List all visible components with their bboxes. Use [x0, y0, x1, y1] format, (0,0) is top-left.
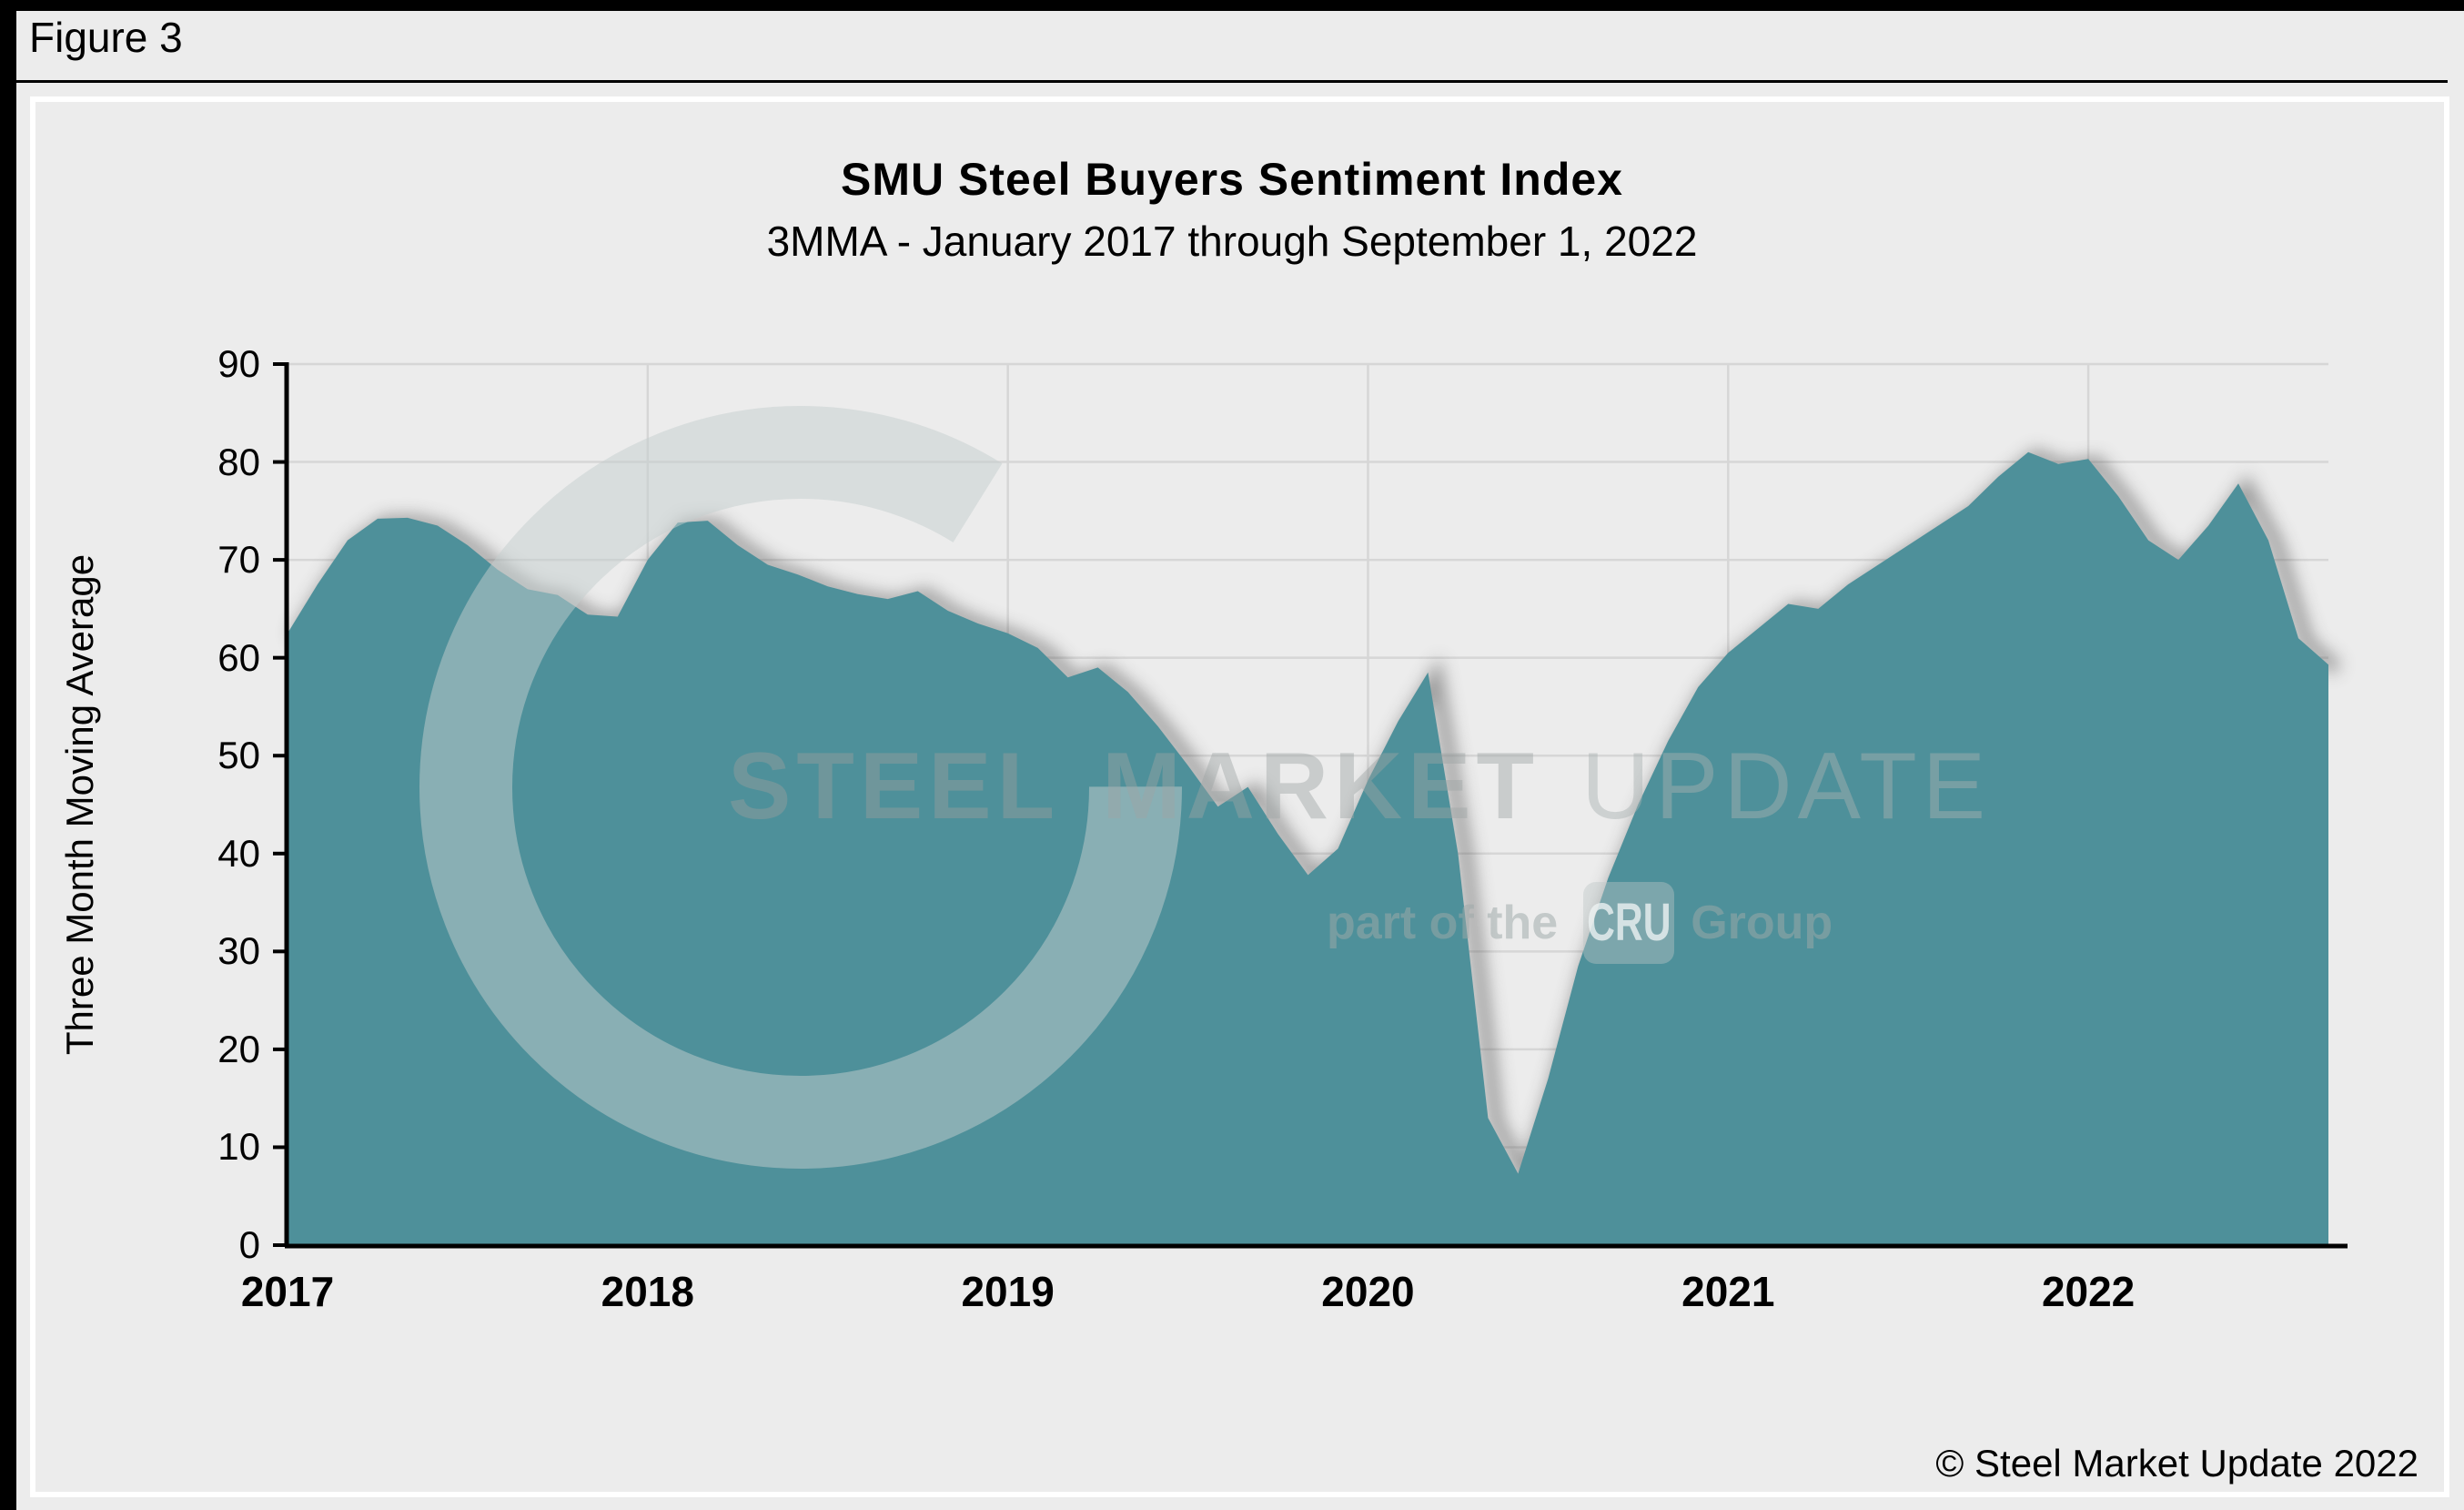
- chart-frame: [30, 96, 2449, 1497]
- y-tick-label-10: 10: [217, 1125, 260, 1169]
- y-tick-label-80: 80: [217, 440, 260, 483]
- chart-subtitle: 3MMA - January 2017 through September 1,…: [766, 218, 1698, 265]
- chart-title: SMU Steel Buyers Sentiment Index: [840, 154, 1623, 205]
- left-black-bar: [0, 0, 16, 1510]
- figure-label-underline: [16, 80, 2448, 83]
- x-tick-label-2021: 2021: [1681, 1268, 1775, 1315]
- y-tick-label-0: 0: [238, 1223, 260, 1266]
- y-tick-label-90: 90: [217, 342, 260, 385]
- y-tick-label-50: 50: [217, 734, 260, 777]
- copyright-credit: © Steel Market Update 2022: [1935, 1442, 2419, 1485]
- axes: [273, 362, 2348, 1249]
- x-tick-label-2019: 2019: [961, 1268, 1055, 1315]
- top-black-bar: [0, 0, 2464, 11]
- x-tick-label-2020: 2020: [1321, 1268, 1415, 1315]
- area-series: [288, 448, 2342, 1245]
- y-tick-label-40: 40: [217, 831, 260, 875]
- x-tick-label-2022: 2022: [2041, 1268, 2136, 1315]
- sentiment-area: [288, 451, 2328, 1245]
- x-tick-label-2018: 2018: [601, 1268, 694, 1315]
- y-tick-label-60: 60: [217, 635, 260, 679]
- y-tick-label-30: 30: [217, 929, 260, 973]
- figure-label: Figure 3: [29, 14, 183, 61]
- y-tick-label-20: 20: [217, 1027, 260, 1070]
- x-tick-label-2017: 2017: [240, 1268, 335, 1315]
- y-tick-label-70: 70: [217, 538, 260, 582]
